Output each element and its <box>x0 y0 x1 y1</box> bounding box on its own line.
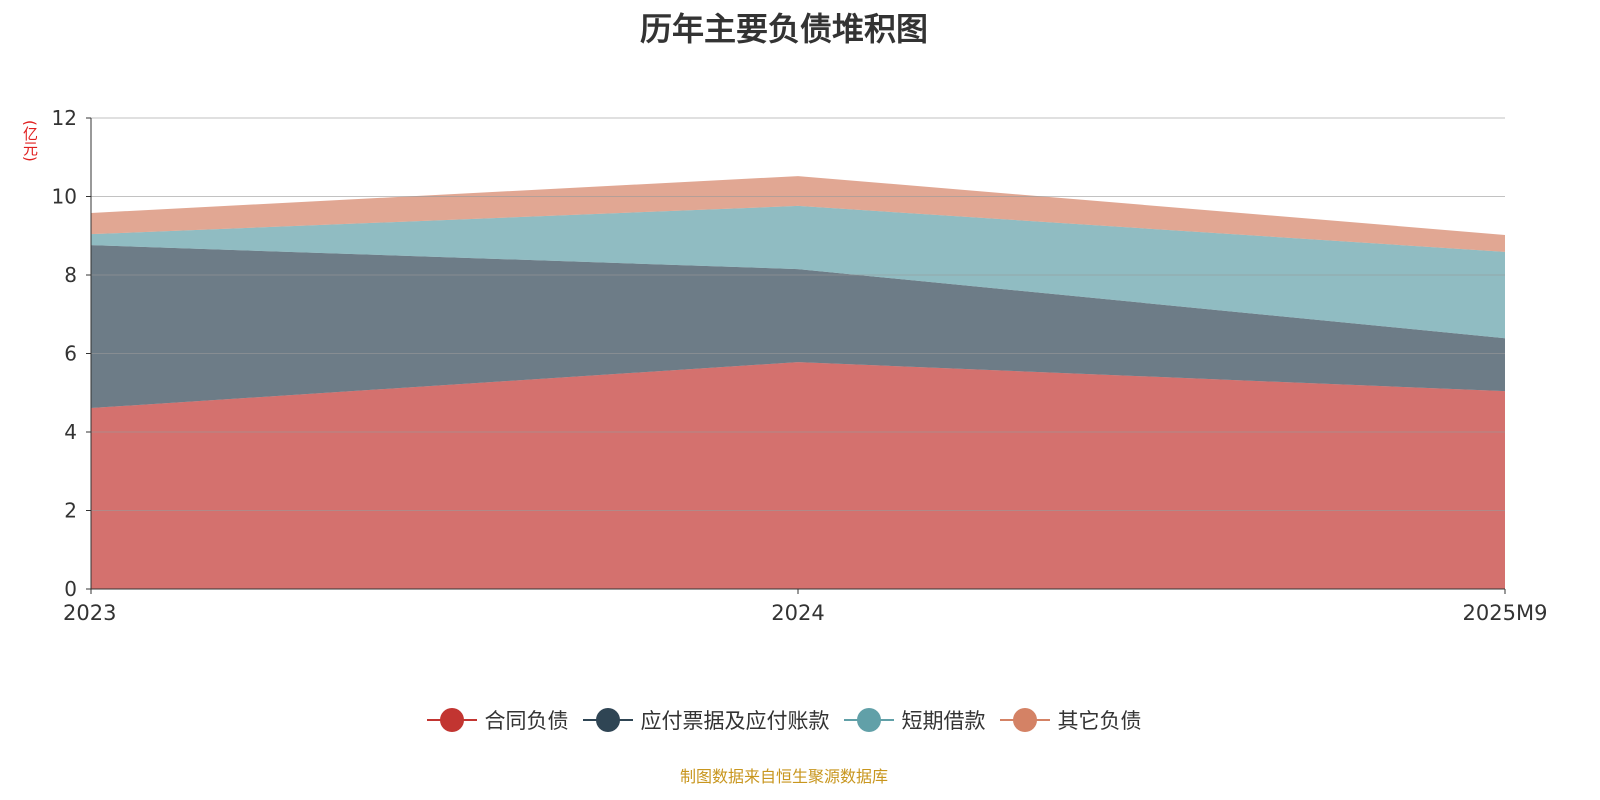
y-tick-label: 8 <box>64 263 77 287</box>
legend-label: 应付票据及应付账款 <box>640 709 830 733</box>
area-series-1 <box>91 245 1505 409</box>
area-series-3 <box>91 176 1505 252</box>
chart-title: 历年主要负债堆积图 <box>639 10 928 48</box>
y-tick-label: 12 <box>52 106 77 130</box>
legend-item-3[interactable]: 其它负债 <box>999 705 1142 735</box>
x-tick-label: 2025M9 <box>1463 601 1548 625</box>
x-tick-label: 2024 <box>771 601 824 625</box>
y-tick-label: 0 <box>64 577 77 601</box>
legend-item-2[interactable]: 短期借款 <box>843 705 986 735</box>
area-series-0 <box>91 362 1505 589</box>
legend-label: 短期借款 <box>901 709 986 733</box>
legend-item-1[interactable]: 应付票据及应付账款 <box>582 705 830 735</box>
legend-marker-icon <box>843 708 894 732</box>
legend-marker-icon <box>999 708 1050 732</box>
legend-label: 合同负债 <box>484 709 569 733</box>
y-tick-label: 10 <box>52 185 77 209</box>
source-footer: 制图数据来自恒生聚源数据库 <box>679 767 888 786</box>
area-series-2 <box>91 205 1505 339</box>
legend-label: 其它负债 <box>1057 709 1142 733</box>
legend-item-0[interactable]: 合同负债 <box>426 705 569 735</box>
legend-marker-icon <box>582 708 633 732</box>
x-tick-label: 2023 <box>63 601 116 625</box>
y-tick-label: 4 <box>64 420 77 444</box>
legend: 合同负债 应付票据及应付账款 短期借款 其它负债 <box>0 705 1568 735</box>
y-axis-unit: (亿元) <box>21 120 39 162</box>
legend-marker-icon <box>426 708 477 732</box>
y-tick-label: 6 <box>64 342 77 366</box>
y-tick-label: 2 <box>64 499 77 523</box>
